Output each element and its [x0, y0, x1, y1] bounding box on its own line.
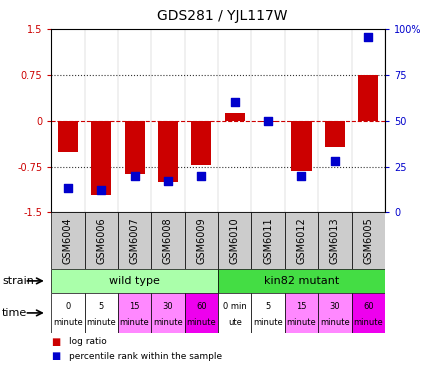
Bar: [285, 293, 318, 333]
Text: minute: minute: [53, 318, 83, 328]
Bar: [291, 121, 312, 171]
Bar: [185, 212, 218, 269]
Bar: [118, 212, 151, 269]
Text: minute: minute: [320, 318, 350, 328]
Text: minute: minute: [86, 318, 116, 328]
Text: GSM6006: GSM6006: [96, 217, 106, 264]
Point: [65, 186, 72, 191]
Text: wild type: wild type: [109, 276, 160, 286]
Point: [231, 100, 239, 105]
Bar: [218, 269, 385, 293]
Text: log ratio: log ratio: [69, 337, 107, 346]
Bar: [258, 121, 278, 122]
Text: 60: 60: [363, 302, 373, 311]
Text: ■: ■: [51, 351, 61, 362]
Text: kin82 mutant: kin82 mutant: [264, 276, 339, 286]
Bar: [318, 293, 352, 333]
Bar: [251, 212, 285, 269]
Bar: [51, 269, 218, 293]
Text: 15: 15: [129, 302, 140, 311]
Point: [265, 118, 272, 124]
Point: [365, 34, 372, 40]
Text: ■: ■: [51, 337, 61, 347]
Text: GSM6010: GSM6010: [230, 217, 240, 264]
Text: GSM6004: GSM6004: [63, 217, 73, 264]
Text: 5: 5: [99, 302, 104, 311]
Bar: [358, 75, 378, 121]
Bar: [191, 121, 211, 165]
Text: GSM6009: GSM6009: [196, 217, 206, 264]
Point: [332, 158, 339, 164]
Bar: [51, 293, 85, 333]
Text: minute: minute: [153, 318, 183, 328]
Point: [98, 187, 105, 193]
Text: 0: 0: [65, 302, 70, 311]
Text: 60: 60: [196, 302, 206, 311]
Bar: [51, 212, 85, 269]
Bar: [125, 121, 145, 174]
Text: strain: strain: [2, 276, 34, 286]
Bar: [91, 121, 111, 195]
Point: [165, 178, 172, 184]
Text: minute: minute: [186, 318, 216, 328]
Point: [298, 173, 305, 179]
Bar: [225, 113, 245, 121]
Bar: [218, 212, 251, 269]
Bar: [318, 212, 352, 269]
Bar: [158, 121, 178, 182]
Text: GSM6012: GSM6012: [296, 217, 307, 264]
Text: GSM6011: GSM6011: [263, 217, 273, 264]
Text: GSM6008: GSM6008: [163, 217, 173, 264]
Point: [131, 173, 138, 179]
Text: time: time: [2, 308, 28, 318]
Bar: [85, 212, 118, 269]
Text: GSM6005: GSM6005: [363, 217, 373, 264]
Bar: [352, 293, 385, 333]
Bar: [151, 212, 185, 269]
Bar: [251, 293, 285, 333]
Text: minute: minute: [353, 318, 383, 328]
Text: percentile rank within the sample: percentile rank within the sample: [69, 352, 222, 361]
Text: 15: 15: [296, 302, 307, 311]
Text: minute: minute: [253, 318, 283, 328]
Bar: [352, 212, 385, 269]
Bar: [58, 121, 78, 153]
Text: minute: minute: [120, 318, 150, 328]
Text: GDS281 / YJL117W: GDS281 / YJL117W: [157, 9, 288, 23]
Text: 30: 30: [163, 302, 173, 311]
Bar: [218, 293, 251, 333]
Bar: [85, 293, 118, 333]
Text: minute: minute: [287, 318, 316, 328]
Bar: [118, 293, 151, 333]
Text: 30: 30: [330, 302, 340, 311]
Bar: [285, 212, 318, 269]
Text: 0 min: 0 min: [223, 302, 247, 311]
Bar: [325, 121, 345, 147]
Text: 5: 5: [266, 302, 271, 311]
Point: [198, 173, 205, 179]
Bar: [185, 293, 218, 333]
Text: GSM6013: GSM6013: [330, 217, 340, 264]
Bar: [151, 293, 185, 333]
Text: ute: ute: [228, 318, 242, 328]
Text: GSM6007: GSM6007: [129, 217, 140, 264]
